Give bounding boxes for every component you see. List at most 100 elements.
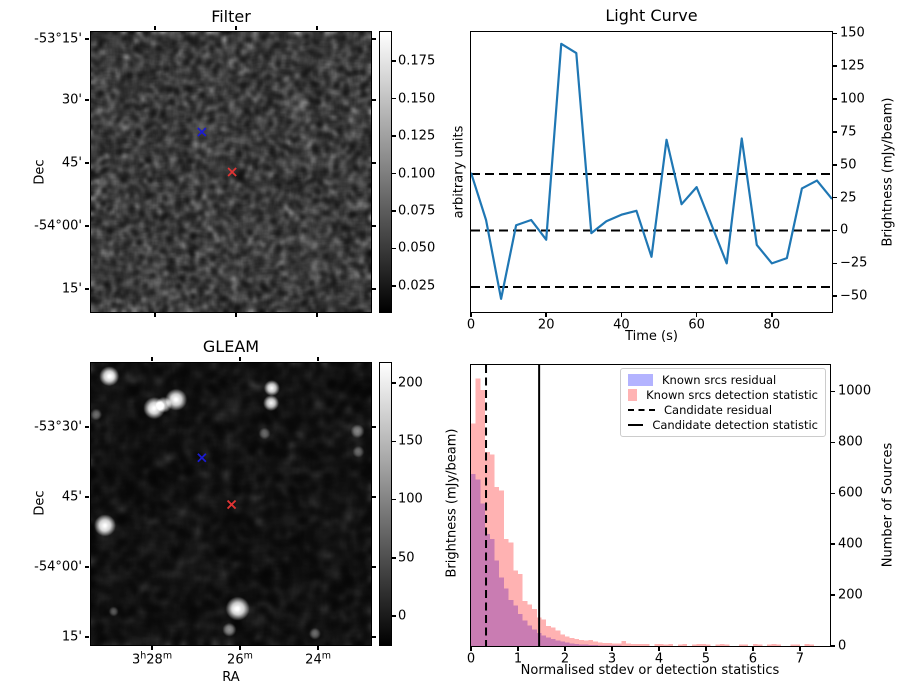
histogram-x-tick-label: 0: [466, 651, 476, 667]
filter-dec-tick: [85, 162, 89, 164]
lightcurve-x-tick: [771, 313, 773, 317]
filter-dec-tick: [85, 225, 89, 227]
histogram-bar: [602, 642, 608, 646]
histogram-bar: [640, 643, 645, 646]
filter-ra-tick-bottom: [154, 313, 156, 317]
lightcurve-y-tick-label: 25: [840, 190, 857, 206]
histogram-bar: [579, 644, 584, 646]
histogram-bar: [513, 605, 518, 646]
gleam-ra-tick-top: [317, 357, 319, 361]
histogram-bar: [508, 600, 514, 646]
gleam-ra-tick-label: 3h28m: [131, 650, 173, 668]
histogram-x-tick-label: 5: [701, 651, 711, 667]
lightcurve-y-tick-label: −50: [840, 288, 868, 304]
legend-label: Candidate residual: [664, 403, 773, 417]
filter-image-axes: [90, 31, 372, 313]
histogram-bar: [597, 645, 603, 646]
filter-markers-overlay: [197, 127, 237, 177]
histogram-series-0: [471, 474, 622, 646]
histogram-bar: [494, 560, 500, 646]
histogram-bar: [597, 642, 603, 646]
histogram-y-tick-label: 600: [838, 485, 863, 501]
histogram-bar: [668, 643, 674, 646]
filter-ra-tick-bottom: [235, 313, 237, 317]
histogram-bar: [795, 644, 800, 646]
gleam-ra-tick-bottom: [317, 646, 319, 650]
histogram-bar: [611, 643, 617, 646]
lightcurve-title: Light Curve: [605, 6, 698, 25]
histogram-bar: [569, 637, 575, 646]
histogram-bar: [574, 643, 580, 646]
histogram-bar: [480, 503, 486, 646]
histogram-y-tick-label: 400: [838, 536, 863, 552]
histogram-x-tick: [517, 647, 519, 651]
histogram-y-tick-label: 0: [838, 638, 847, 654]
filter-colorbar-tick-label: 0.100: [398, 166, 436, 182]
lightcurve-y-tick-label: 100: [840, 91, 865, 107]
histogram-bar: [560, 641, 565, 646]
histogram-bar: [555, 630, 561, 646]
gleam-xlabel: RA: [222, 670, 240, 685]
gleam-colorbar-label: Brightness (mJy/beam): [444, 428, 460, 578]
filter-ra-tick-top: [235, 26, 237, 30]
histogram-bar: [809, 644, 815, 646]
gleam-markers-overlay: [197, 453, 237, 510]
filter-title: Filter: [211, 7, 251, 26]
histogram-bar: [583, 644, 589, 646]
lightcurve-y-tick: [833, 262, 837, 265]
histogram-bar: [602, 645, 608, 646]
histogram-y-tick: [831, 492, 835, 495]
histogram-ylabel: Number of Sources: [880, 442, 896, 568]
histogram-bar: [574, 639, 580, 646]
histogram-x-tick: [611, 647, 613, 651]
gleam-dec-tick-label: -53°30': [34, 419, 82, 435]
histogram-bar: [541, 635, 547, 646]
gleam-dec-tick-right: [372, 426, 376, 428]
lightcurve-y-tick-label: 125: [840, 58, 865, 74]
filter-dec-tick: [85, 99, 89, 101]
histogram-x-tick-label: 1: [513, 651, 523, 667]
filter-dec-tick-right: [372, 99, 376, 101]
lightcurve-y-tick: [833, 196, 837, 199]
gleam-dec-tick: [85, 496, 89, 498]
histogram-bar: [522, 620, 528, 646]
legend-entry-2: Candidate residual: [628, 403, 818, 417]
filter-dec-tick: [85, 288, 89, 290]
lightcurve-y-tick-label: 150: [840, 25, 865, 41]
filter-colorbar-tick: [392, 97, 396, 100]
histogram-plot: [471, 365, 815, 646]
histogram-bar: [705, 644, 711, 646]
histogram-bar: [517, 573, 523, 646]
gleam-ra-tick-label: 24m: [305, 650, 331, 668]
histogram-bar: [593, 645, 598, 646]
histogram-y-tick: [831, 543, 835, 545]
histogram-bar: [583, 640, 589, 646]
lightcurve-y-tick-label: 75: [840, 124, 857, 140]
gleam-ra-tick-bottom: [239, 646, 241, 650]
histogram-bar: [560, 634, 565, 646]
histogram-y-tick: [831, 645, 835, 647]
gleam-colorbar-tick: [392, 557, 396, 559]
histogram-bar: [630, 644, 636, 646]
lightcurve-y-tick: [833, 164, 837, 166]
histogram-xlabel: Normalised stdev or detection statistics: [520, 663, 780, 678]
histogram-bar: [804, 644, 810, 646]
legend-label: Known srcs detection statistic: [646, 388, 818, 402]
histogram-legend: Known srcs residual Known srcs detection …: [620, 368, 826, 437]
legend-entry-1: Known srcs detection statistic: [628, 388, 818, 402]
histogram-bar: [677, 644, 683, 646]
gleam-colorbar-tick-label: 50: [398, 550, 415, 566]
histogram-bar: [508, 542, 514, 646]
filter-ra-tick-bottom: [316, 313, 318, 317]
gleam-title: GLEAM: [202, 337, 260, 356]
filter-ylabel: Dec: [32, 159, 48, 185]
histogram-y-tick: [831, 441, 835, 444]
histogram-bar: [475, 378, 481, 646]
histogram-bar: [503, 588, 509, 646]
histogram-x-tick-label: 6: [748, 651, 758, 667]
filter-dec-tick-right: [372, 38, 376, 40]
histogram-y-tick-label: 800: [838, 434, 863, 450]
histogram-bar: [550, 627, 556, 646]
gleam-colorbar-tick: [392, 498, 396, 501]
histogram-y-tick-label: 200: [838, 587, 863, 603]
